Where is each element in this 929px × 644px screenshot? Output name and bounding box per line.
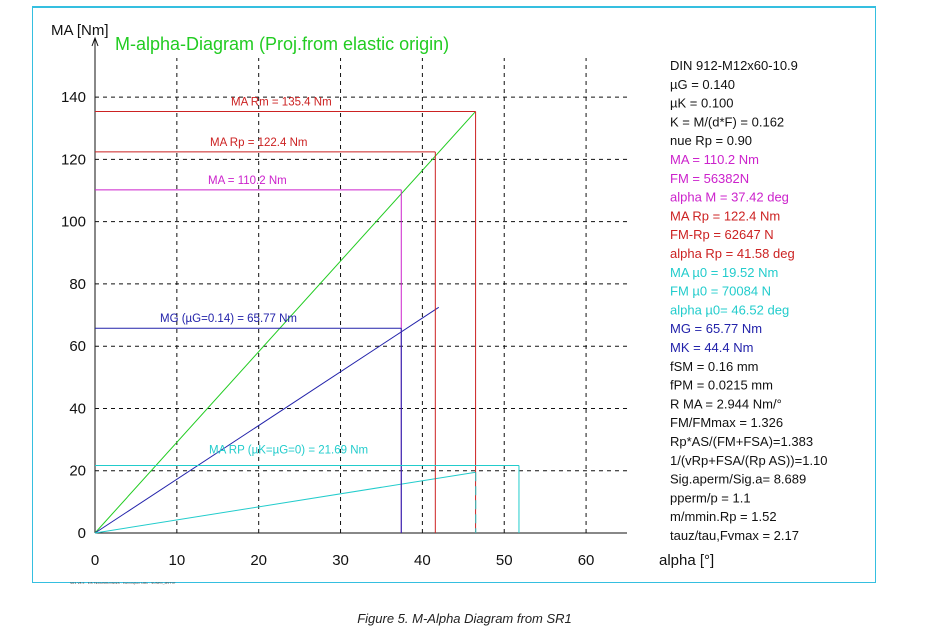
info-line: MA = 110.2 Nm: [670, 152, 759, 167]
info-line: tauz/tau,Fvmax = 2.17: [670, 528, 799, 543]
info-line: K = M/(d*F) = 0.162: [670, 114, 784, 129]
info-line: m/mmin.Rp = 1.52: [670, 509, 777, 524]
info-line: alpha µ0= 46.52 deg: [670, 302, 789, 317]
info-line: µK = 0.100: [670, 96, 734, 111]
y-tick-label: 40: [69, 400, 86, 417]
info-line: MA µ0 = 19.52 Nm: [670, 265, 778, 280]
level-label: MA = 110.2 Nm: [208, 175, 287, 187]
chart-title: M-alpha-Diagram (Proj.from elastic origi…: [115, 34, 449, 54]
info-line: pperm/p = 1.1: [670, 490, 751, 505]
info-line: DIN 912-M12x60-10.9: [670, 58, 798, 73]
y-axis-label: MA [Nm]: [51, 22, 109, 39]
chart-frame: 0 20 40 60 80 100 120 140 0 10 20 30 40 50 60 MA [Nm] al…: [32, 6, 876, 585]
level-label: MG (µG=0.14) = 65.77 Nm: [160, 313, 297, 325]
info-line: µG = 0.140: [670, 77, 735, 92]
level-label: MA Rp = 122.4 Nm: [210, 137, 307, 149]
info-line: 1/(vRp+FSA/(Rp AS))=1.10: [670, 453, 828, 468]
y-tick-label: 100: [61, 214, 86, 231]
y-tick-label: 0: [78, 525, 86, 542]
y-tick-label: 140: [61, 89, 86, 106]
series-line-green: [94, 111, 476, 534]
y-tick-label: 20: [69, 463, 86, 480]
x-tick-label: 30: [332, 552, 349, 569]
info-line: Rp*AS/(FM+FSA)=1.383: [670, 434, 813, 449]
info-line: alpha M = 37.42 deg: [670, 190, 789, 205]
info-line: Sig.aperm/Sig.a= 8.689: [670, 472, 806, 487]
info-line: R MA = 2.944 Nm/°: [670, 396, 782, 411]
footer-text: SR1 V8.0 · F.B TECHNOLOGIES · Farmington…: [70, 581, 176, 585]
x-tick-label: 0: [91, 552, 99, 569]
y-tick-label: 60: [69, 338, 86, 355]
series-line-blue: [94, 306, 440, 534]
info-line: MK = 44.4 Nm: [670, 340, 753, 355]
x-tick-label: 50: [496, 552, 513, 569]
info-line: FM µ0 = 70084 N: [670, 284, 771, 299]
y-tick-label: 120: [61, 151, 86, 168]
info-line: MA Rp = 122.4 Nm: [670, 208, 780, 223]
level-label: MA RP (µK=µG=0) = 21.69 Nm: [209, 444, 368, 456]
x-tick-label: 40: [414, 552, 431, 569]
figure-caption: Figure 5. M-Alpha Diagram from SR1: [357, 611, 572, 626]
info-line: alpha Rp = 41.58 deg: [670, 246, 795, 261]
level-label: MA Rm = 135.4 Nm: [231, 96, 332, 108]
info-line: MG = 65.77 Nm: [670, 321, 762, 336]
x-axis-label: alpha [°]: [659, 552, 714, 569]
info-line: nue Rp = 0.90: [670, 133, 752, 148]
m-alpha-chart: 0 20 40 60 80 100 120 140 0 10 20 30 40 50 60 MA [Nm] al…: [51, 22, 828, 569]
info-line: fPM = 0.0215 mm: [670, 378, 773, 393]
y-tick-label: 80: [69, 276, 86, 293]
info-line: FM/FMmax = 1.326: [670, 415, 783, 430]
x-tick-label: 60: [578, 552, 595, 569]
series-line-cyan: [94, 471, 476, 534]
x-tick-label: 10: [169, 552, 186, 569]
y-axis-arrow: [91, 36, 99, 47]
info-line: FM-Rp = 62647 N: [670, 227, 774, 242]
info-line: FM = 56382N: [670, 171, 749, 186]
info-line: fSM = 0.16 mm: [670, 359, 759, 374]
x-tick-label: 20: [250, 552, 267, 569]
